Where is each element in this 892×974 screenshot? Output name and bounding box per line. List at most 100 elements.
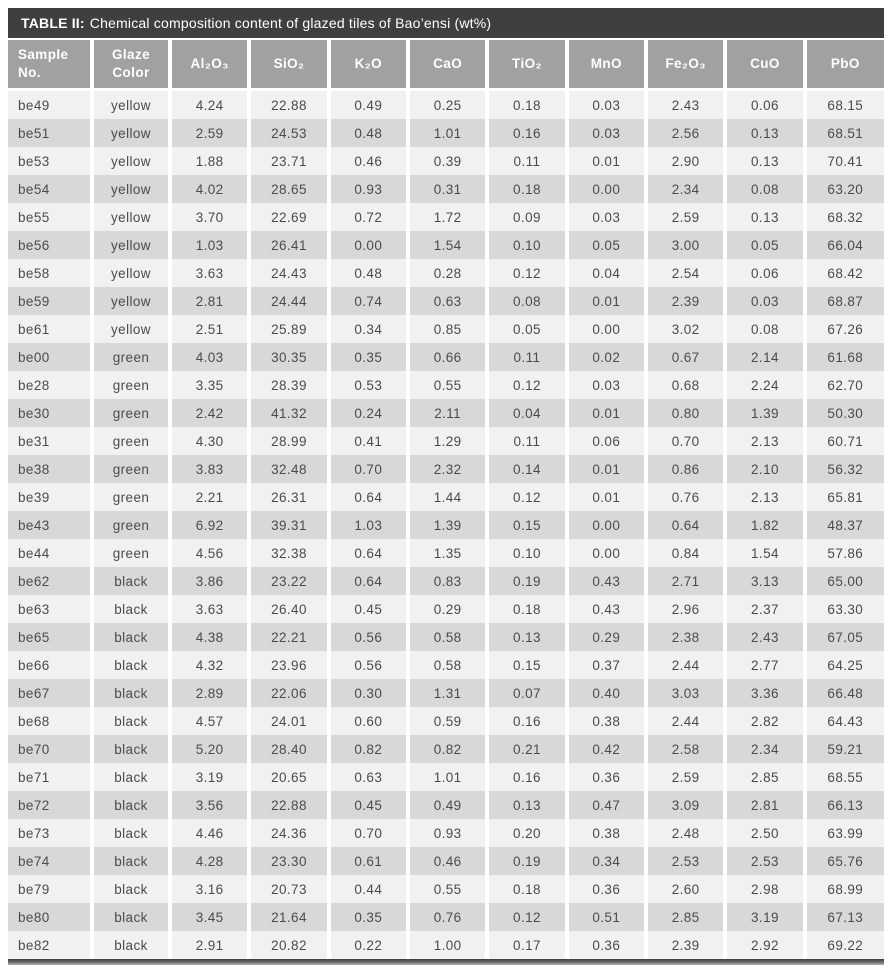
column-header-pbo: PbO xyxy=(804,40,884,91)
table-row: be31 green 4.30 28.99 0.41 1.29 0.11 0.06 0.70 2.… xyxy=(8,427,884,455)
cell-cuo: 3.13 xyxy=(725,567,807,595)
cell-fe2o3: 2.59 xyxy=(645,763,728,791)
cell-pbo: 68.32 xyxy=(804,203,884,231)
cell-cuo: 3.19 xyxy=(725,903,807,931)
cell-fe2o3: 2.59 xyxy=(645,203,728,231)
table-row: be59 yellow 2.81 24.44 0.74 0.63 0.08 0.01 2.39 0… xyxy=(8,287,884,315)
cell-pbo: 68.99 xyxy=(804,875,884,903)
cell-mno: 0.03 xyxy=(566,119,648,147)
cell-sample-no: be66 xyxy=(8,651,94,679)
cell-pbo: 65.81 xyxy=(804,483,884,511)
cell-al2o3: 4.32 xyxy=(170,651,252,679)
cell-fe2o3: 2.43 xyxy=(645,89,728,119)
cell-cao: 1.01 xyxy=(407,763,490,791)
cell-tio2: 0.11 xyxy=(487,343,569,371)
cell-al2o3: 3.56 xyxy=(170,791,252,819)
cell-al2o3: 1.03 xyxy=(170,231,252,259)
cell-pbo: 59.21 xyxy=(804,735,884,763)
table-row: be65 black 4.38 22.21 0.56 0.58 0.13 0.29 2.38 2.… xyxy=(8,623,884,651)
table-row: be43 green 6.92 39.31 1.03 1.39 0.15 0.00 0.64 1.… xyxy=(8,511,884,539)
cell-fe2o3: 3.09 xyxy=(645,791,728,819)
cell-glaze-color: yellow xyxy=(92,315,172,343)
cell-mno: 0.00 xyxy=(566,315,648,343)
cell-sio2: 23.22 xyxy=(249,567,331,595)
cell-sample-no: be80 xyxy=(8,903,94,931)
cell-tio2: 0.18 xyxy=(487,595,569,623)
cell-mno: 0.47 xyxy=(566,791,648,819)
cell-mno: 0.43 xyxy=(566,567,648,595)
cell-cuo: 2.37 xyxy=(725,595,807,623)
cell-cuo: 0.08 xyxy=(725,315,807,343)
cell-sample-no: be72 xyxy=(8,791,94,819)
cell-al2o3: 3.45 xyxy=(170,903,252,931)
cell-sio2: 28.65 xyxy=(249,175,331,203)
cell-sample-no: be44 xyxy=(8,539,94,567)
cell-sio2: 21.64 xyxy=(249,903,331,931)
cell-sample-no: be82 xyxy=(8,931,94,959)
table-row: be68 black 4.57 24.01 0.60 0.59 0.16 0.38 2.44 2.… xyxy=(8,707,884,735)
cell-cao: 0.76 xyxy=(407,903,490,931)
cell-sio2: 20.65 xyxy=(249,763,331,791)
table-row: be51 yellow 2.59 24.53 0.48 1.01 0.16 0.03 2.56 0… xyxy=(8,119,884,147)
cell-pbo: 65.00 xyxy=(804,567,884,595)
cell-pbo: 62.70 xyxy=(804,371,884,399)
cell-tio2: 0.12 xyxy=(487,259,569,287)
cell-pbo: 69.22 xyxy=(804,931,884,959)
cell-fe2o3: 0.86 xyxy=(645,455,728,483)
cell-cuo: 2.43 xyxy=(725,623,807,651)
cell-pbo: 68.55 xyxy=(804,763,884,791)
cell-k2o: 0.60 xyxy=(328,707,410,735)
cell-pbo: 63.99 xyxy=(804,819,884,847)
cell-cao: 2.32 xyxy=(407,455,490,483)
cell-fe2o3: 2.71 xyxy=(645,567,728,595)
cell-tio2: 0.18 xyxy=(487,175,569,203)
cell-cuo: 1.82 xyxy=(725,511,807,539)
cell-fe2o3: 0.70 xyxy=(645,427,728,455)
cell-fe2o3: 2.34 xyxy=(645,175,728,203)
cell-glaze-color: yellow xyxy=(92,203,172,231)
cell-mno: 0.00 xyxy=(566,539,648,567)
cell-al2o3: 3.16 xyxy=(170,875,252,903)
table-row: be71 black 3.19 20.65 0.63 1.01 0.16 0.36 2.59 2.… xyxy=(8,763,884,791)
cell-glaze-color: black xyxy=(92,651,172,679)
cell-k2o: 0.56 xyxy=(328,623,410,651)
cell-sio2: 20.82 xyxy=(249,931,331,959)
cell-fe2o3: 2.53 xyxy=(645,847,728,875)
cell-tio2: 0.08 xyxy=(487,287,569,315)
cell-cuo: 3.36 xyxy=(725,679,807,707)
cell-mno: 0.36 xyxy=(566,875,648,903)
cell-pbo: 66.13 xyxy=(804,791,884,819)
cell-mno: 0.37 xyxy=(566,651,648,679)
cell-fe2o3: 2.39 xyxy=(645,287,728,315)
cell-mno: 0.01 xyxy=(566,455,648,483)
cell-k2o: 0.63 xyxy=(328,763,410,791)
cell-mno: 0.40 xyxy=(566,679,648,707)
cell-tio2: 0.21 xyxy=(487,735,569,763)
cell-cao: 1.54 xyxy=(407,231,490,259)
cell-cao: 0.85 xyxy=(407,315,490,343)
cell-al2o3: 4.28 xyxy=(170,847,252,875)
cell-k2o: 0.00 xyxy=(328,231,410,259)
cell-cao: 1.31 xyxy=(407,679,490,707)
cell-cao: 0.25 xyxy=(407,89,490,119)
cell-sample-no: be53 xyxy=(8,147,94,175)
cell-al2o3: 4.56 xyxy=(170,539,252,567)
cell-sample-no: be65 xyxy=(8,623,94,651)
column-header-cao: CaO xyxy=(407,40,490,91)
cell-glaze-color: black xyxy=(92,791,172,819)
cell-pbo: 63.30 xyxy=(804,595,884,623)
cell-sio2: 22.69 xyxy=(249,203,331,231)
cell-al2o3: 3.63 xyxy=(170,595,252,623)
table-title-text: Chemical composition content of glazed t… xyxy=(89,15,492,31)
cell-mno: 0.03 xyxy=(566,203,648,231)
cell-pbo: 68.51 xyxy=(804,119,884,147)
cell-sio2: 20.73 xyxy=(249,875,331,903)
cell-sample-no: be00 xyxy=(8,343,94,371)
cell-pbo: 48.37 xyxy=(804,511,884,539)
cell-k2o: 0.82 xyxy=(328,735,410,763)
cell-sample-no: be39 xyxy=(8,483,94,511)
cell-sio2: 32.38 xyxy=(249,539,331,567)
table-row: be54 yellow 4.02 28.65 0.93 0.31 0.18 0.00 2.34 0… xyxy=(8,175,884,203)
table-row: be66 black 4.32 23.96 0.56 0.58 0.15 0.37 2.44 2.… xyxy=(8,651,884,679)
column-header-sample-no: Sample No. xyxy=(8,40,94,91)
